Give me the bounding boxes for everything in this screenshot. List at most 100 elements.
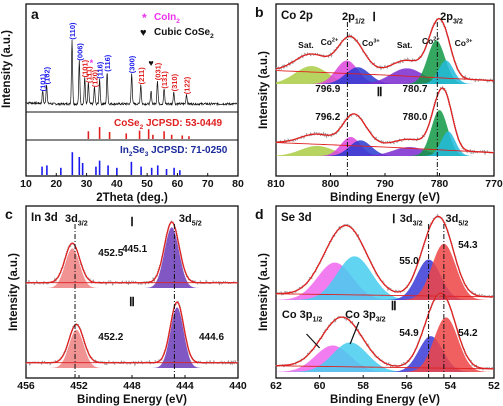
panel-d-lower-fit-envelope <box>275 292 494 370</box>
panel-a-tick-label-7: 80 <box>232 178 244 190</box>
panel-c-tick-label-0: 456 <box>17 380 35 392</box>
panel-b-species-4-sub: 2+ <box>433 37 439 43</box>
panel-c-upper-label: Ⅰ <box>130 215 134 229</box>
panel-b-species-4: Co2+ <box>422 36 440 46</box>
panel-b-upper-fit-envelope <box>275 18 495 82</box>
panel-b-tick-label-4: 770 <box>485 178 503 190</box>
peak-label-1: (102) <box>43 66 52 84</box>
panel-a-tick-label-5: 60 <box>172 178 184 190</box>
ref-red-label-tail: JCPSD: 53-0449 <box>143 118 222 129</box>
panel-b-upper-component-1 <box>276 60 494 84</box>
panel-d-lower-component-3 <box>276 317 494 372</box>
panel-a-tick-label-0: 10 <box>20 178 32 190</box>
panel-d-frame <box>275 205 495 379</box>
panel-d-lower-label: Ⅱ <box>391 299 397 313</box>
panel-d-tick-label-4: 54 <box>445 380 457 392</box>
panel-c-upper-component-0 <box>26 248 238 288</box>
panel-b-species-1-sub: 2+ <box>332 38 338 44</box>
panel-d-lower-component-1 <box>276 342 494 372</box>
peak-marker-0: * <box>90 58 94 68</box>
panel-b-lower-peak-label-1: 780.0 <box>402 112 427 123</box>
panel-a-tick-label-3: 40 <box>111 178 123 190</box>
panel-d-top-label-0: Ⅰ <box>392 212 396 226</box>
panel-d-top-label-2: 3d5/2 <box>446 213 469 227</box>
peak-label-10: (211) <box>137 67 146 85</box>
panel-d-lower-background <box>275 365 495 370</box>
ref-red-label: CoSe2 JCPSD: 53-0449 <box>114 118 223 131</box>
peak-marker-1: ♥ <box>148 58 153 68</box>
panel-c-upper-peak-label-0: 452.5 <box>98 248 123 259</box>
panel-d-annotation-1-sub: 3/2 <box>376 315 386 323</box>
panel-a-tick-label-4: 50 <box>141 178 153 190</box>
panel-d-lower-peak-label-1: 54.2 <box>458 328 478 339</box>
legend-cose2-text-main: Cubic CoSe <box>154 27 211 38</box>
panel-d-top-label-2-sub: 5/2 <box>458 219 468 227</box>
panel-b-species-2-main: Co <box>362 38 373 48</box>
panel-d-annotation-0: Co 3p1/2 <box>282 309 323 323</box>
panel-c-xlabel: Binding Energy (eV) <box>77 394 187 406</box>
peak-label-7: (116) <box>96 61 105 79</box>
panel-c-top-label-1-main: 3d <box>179 213 192 225</box>
panel-c-top-label-0-main: 3d <box>65 213 78 225</box>
panel-c-label: c <box>5 206 13 222</box>
panel-d: 62 60 58 56 54 52 Binding Energy (eV) Intensity… <box>255 205 500 406</box>
panel-b-ylabel: Intensity (a.u.) <box>258 51 270 129</box>
panel-b-tick-label-1: 800 <box>322 178 340 190</box>
panel-d-top-label-1: 3d3/2 <box>400 213 423 227</box>
panel-b-title: Co 2p <box>281 10 313 22</box>
panel-b-upper-peak-label-1: 780.7 <box>402 84 427 95</box>
peak-label-13: (131) <box>160 71 169 89</box>
panel-b-top-label-2-sub: 3/2 <box>453 17 463 25</box>
panel-a-label: a <box>31 6 39 22</box>
panel-d-upper-peak-label-0: 55.0 <box>399 256 419 267</box>
panel-b-top-label-2-main: 2p <box>440 11 453 23</box>
panel-d-tick-label-5: 52 <box>488 380 500 392</box>
peak-label-14: (310) <box>170 73 179 91</box>
panel-b-species-4-main: Co <box>422 36 433 46</box>
panel-c-top-label-1-sub: 5/2 <box>192 219 202 227</box>
panel-d-annotation-0-main: Co 3p <box>282 309 313 321</box>
peak-label-9: (300) <box>128 55 137 73</box>
panel-b-lower-background <box>275 142 491 153</box>
panel-c-lower-peak-label-0: 452.2 <box>98 332 123 343</box>
panel-d-upper-background <box>275 293 495 298</box>
panel-c-tick-label-3: 444 <box>176 380 194 392</box>
panel-c-lower-component-1 <box>26 307 238 368</box>
panel-d-top-label-1-sub: 3/2 <box>413 219 423 227</box>
panel-d-lower-peak-label-0: 54.9 <box>399 328 419 339</box>
panel-b-top-label-1: 2p1/2 <box>342 11 365 25</box>
panel-c-ylabel: Intensity (a.u.) <box>8 253 20 331</box>
panel-b-top-label-1-main: 2p <box>342 11 355 23</box>
panel-d-xlabel: Binding Energy (eV) <box>330 394 440 406</box>
peak-label-12: (031) <box>153 62 162 80</box>
peak-label-0: (101) <box>39 73 48 91</box>
xrd-trace <box>26 39 238 107</box>
panel-c-tick-label-2: 448 <box>123 380 141 392</box>
panel-b-lower-label: Ⅱ <box>377 85 383 99</box>
panel-b-species-3: Sat. <box>397 40 413 50</box>
panel-d-label: d <box>255 206 264 222</box>
ref-blue-label-main: In <box>120 145 129 156</box>
panel-d-annotation-1-main: Co 3p <box>345 309 376 321</box>
panel-b-label: b <box>255 4 264 20</box>
panel-d-title: Se 3d <box>281 212 312 224</box>
panel-d-tick-label-3: 56 <box>401 380 413 392</box>
panel-b-top-label-0: Ⅰ <box>372 10 376 24</box>
peak-label-3: (006) <box>75 43 84 61</box>
ref-blue-label-sub: 2 <box>129 151 133 158</box>
panel-d-tick-label-0: 62 <box>270 380 282 392</box>
ref-blue-label-mid: Se <box>133 145 146 156</box>
panel-b-lower-fit-envelope <box>275 87 495 154</box>
panel-d-top-label-2-main: 3d <box>446 213 459 225</box>
panel-a-tick-label-1: 20 <box>50 178 62 190</box>
panel-b-tick-label-0: 810 <box>267 178 285 190</box>
panel-c-lower-label: Ⅱ <box>129 295 135 309</box>
panel-a-tick-label-2: 30 <box>81 178 93 190</box>
panel-b-species-2: Co3+ <box>362 38 380 48</box>
legend-cose2-text: Cubic CoSe2 <box>154 27 214 40</box>
ref-red-label-sub: 2 <box>140 124 144 131</box>
panel-b: 810 800 790 780 770 Binding Energy (eV) Intens… <box>255 3 503 204</box>
panel-b-tick-label-2: 790 <box>376 178 394 190</box>
panel-b-lower-component-0 <box>276 145 494 156</box>
